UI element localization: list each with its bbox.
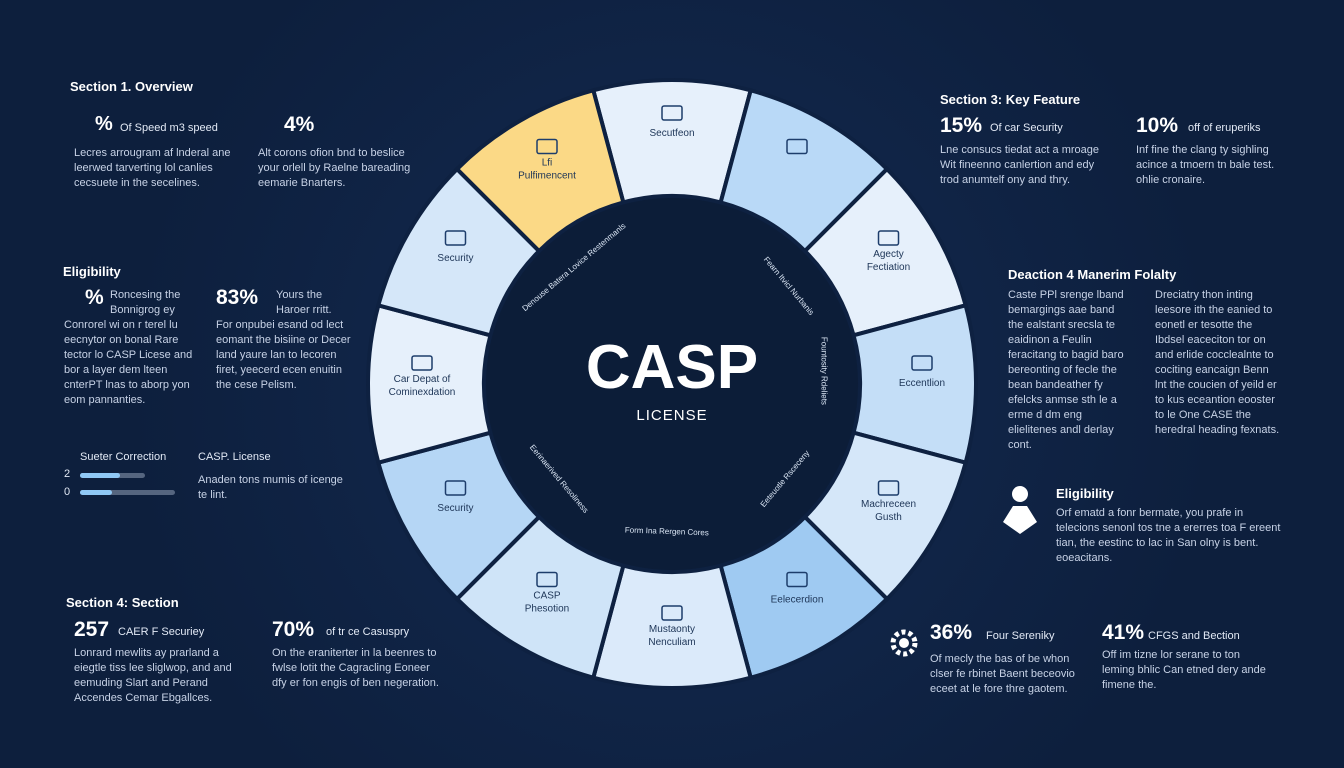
segment-label: Car Depat of <box>394 374 451 385</box>
stat-value: 257 <box>74 618 110 641</box>
progress-label: Sueter Correction <box>80 451 167 463</box>
segment-label: Nenculiam <box>648 637 695 648</box>
stat-text: Off im tizne lor serane to ton leming bh… <box>1102 649 1266 691</box>
segment-icon <box>786 138 808 155</box>
stat-text: For onpubei esand od lect eomant the bis… <box>216 319 351 391</box>
stat-value: 83% <box>216 286 259 309</box>
stat-value: 15% <box>940 114 983 137</box>
heading: Deaction 4 Manerim Folalty <box>1008 267 1177 282</box>
stat-label: Of Speed m3 speed <box>120 122 218 134</box>
stat-value: 70% <box>272 618 315 641</box>
segment-label: Gusth <box>875 512 902 523</box>
segment-icon <box>877 230 900 246</box>
segment-icon <box>536 571 558 588</box>
inner-disc <box>486 198 858 570</box>
progress-row: 2 <box>64 468 71 480</box>
segment-label: Pulfimencent <box>518 170 576 181</box>
segment-label: Lfi <box>542 157 553 168</box>
heading: Section 4: Section <box>66 595 179 610</box>
segment-label: Fectiation <box>867 262 910 273</box>
stat-text: Alt corons ofion bnd to beslice your orl… <box>258 147 411 189</box>
progress-bar <box>80 490 175 495</box>
progress-text: Anaden tons mumis of icenge te lint. <box>198 474 343 501</box>
stat-value: % <box>95 113 113 135</box>
segment-icon <box>786 571 808 588</box>
stat-text: Lne consucs tiedat act a mroage Wit fine… <box>940 144 1099 186</box>
stat-value: % <box>85 286 104 309</box>
center-title: CASP <box>586 333 758 402</box>
gear-icon <box>890 629 918 657</box>
stat-label: Of car Security <box>990 122 1063 134</box>
stat-value: 4% <box>284 113 315 136</box>
stat-value: 10% <box>1136 114 1179 137</box>
segment-label: Phesotion <box>525 604 569 615</box>
paragraph: Orf ematd a fonr bermate, you prafe in t… <box>1056 507 1281 564</box>
heading: Eligibility <box>63 264 121 279</box>
stat-text: On the eraniterter in la beenres to fwls… <box>272 647 439 689</box>
segment-icon <box>444 480 467 496</box>
segment-label: Mustaonty <box>649 624 695 635</box>
segment-label: Eelecerdion <box>771 595 824 606</box>
heading: Section 3: Key Feature <box>940 92 1081 107</box>
segment-icon <box>536 138 558 155</box>
segment-label: Security <box>437 253 473 264</box>
segment-label: Agecty <box>873 249 904 260</box>
stat-label: Four Sereniky <box>986 630 1055 642</box>
segment-label: Secutfeon <box>649 128 694 139</box>
person-icon <box>1003 486 1037 534</box>
stat-label: off of eruperiks <box>1188 122 1261 134</box>
segment-icon <box>411 355 433 371</box>
segment-icon <box>444 230 467 246</box>
paragraph: Dreciatry thon inting leesore ith the ea… <box>1155 289 1280 436</box>
segment-label: Eccentlion <box>899 378 945 389</box>
stat-label: CFGS and Bection <box>1148 630 1240 642</box>
ring-segment <box>454 87 626 254</box>
segment-icon <box>877 480 900 496</box>
heading: Section 1. Overview <box>70 79 193 94</box>
segment-label: CASP <box>533 591 561 602</box>
center-subtitle: LICENSE <box>636 407 707 424</box>
stat-label: of tr ce Casuspry <box>326 626 410 638</box>
stat-text: Conrorel wi on r terel lu eecnytor on bo… <box>64 319 193 406</box>
segment-icon <box>661 105 683 121</box>
paragraph: Caste PPl srenge lband bemargings aae ba… <box>1008 289 1124 451</box>
stat-label: CAER F Securiey <box>118 626 205 638</box>
stat-value: 36% <box>930 621 973 644</box>
stat-label: Roncesing the Bonnigrog ey <box>110 289 181 316</box>
segment-label: Machreceen <box>861 499 916 510</box>
stat-value: 41% <box>1102 621 1145 644</box>
progress-row: 0 <box>64 486 71 498</box>
progress-bar <box>80 473 145 478</box>
stat-text: Of mecly the bas of be whon clser fe rbi… <box>930 653 1075 695</box>
inner-label: Form Ina Rergen Cores <box>625 525 709 537</box>
stat-label: Yours the Haroer rritt. <box>276 289 332 316</box>
segment-icon <box>911 355 933 371</box>
heading: Eligibility <box>1056 486 1114 501</box>
stat-text: Lonrard mewlits ay prarland a eiegtle ti… <box>74 647 232 704</box>
segment-label: Cominexdation <box>389 387 456 398</box>
segment-icon <box>661 605 683 621</box>
stat-text: Inf fine the clang ty sighling acince a … <box>1136 144 1275 186</box>
progress-title: CASP. License <box>198 451 271 463</box>
inner-label: Fountosity Rdeliets <box>819 337 828 405</box>
segment-label: Security <box>437 503 473 514</box>
stat-text: Lecres arrougram af lnderal ane leerwed … <box>74 147 231 189</box>
